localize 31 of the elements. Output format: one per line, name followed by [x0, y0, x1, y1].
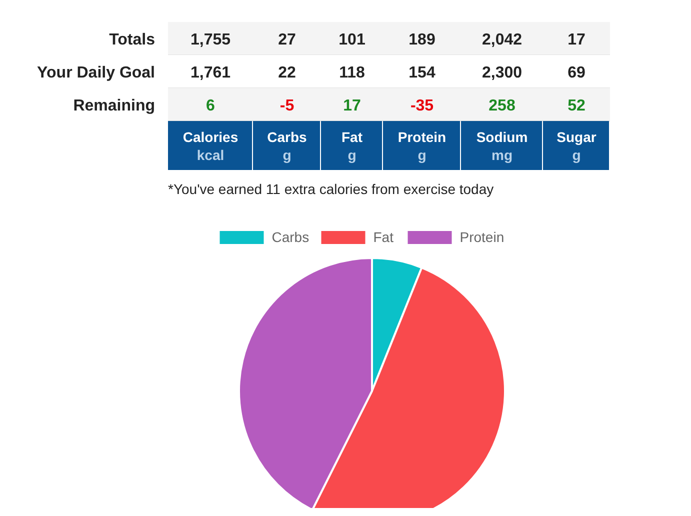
x-tick-label: Sugar g: [556, 129, 597, 163]
data-label: 118: [339, 64, 366, 82]
y-tick-label: Your Daily Goal: [37, 64, 155, 82]
data-label: 101: [338, 32, 366, 48]
legend-label: Fat: [373, 229, 394, 245]
data-label: 52: [568, 98, 586, 114]
data-label: 2,300: [482, 64, 522, 82]
data-label: 6: [206, 98, 216, 114]
data-label: -35: [410, 98, 434, 114]
data-label: 69: [568, 64, 586, 82]
data-label: 1,755: [190, 32, 231, 48]
data-label: 1,761: [190, 64, 231, 82]
text: *You've earned 11 extra calories from exercise today: [168, 181, 494, 197]
data-label: 17: [568, 32, 586, 48]
y-tick-label: Totals: [109, 32, 156, 48]
legend-label: Protein: [460, 229, 504, 245]
data-label: 189: [408, 32, 436, 48]
data-label: 22: [278, 64, 296, 82]
x-tick-label: Carbs g: [267, 129, 308, 163]
data-label: -5: [280, 98, 294, 114]
x-tick-label: Fat g: [342, 129, 363, 163]
data-label: 2,042: [482, 32, 522, 48]
data-label: 27: [278, 32, 296, 48]
data-label: 154: [408, 64, 436, 82]
x-tick-label: Protein g: [398, 129, 446, 163]
data-label: 17: [343, 98, 361, 114]
x-tick-label: Sodium mg: [476, 129, 528, 163]
x-tick-label: Calories kcal: [182, 129, 238, 163]
data-label: 258: [488, 98, 516, 114]
y-tick-label: Remaining: [73, 98, 155, 114]
legend-label: Carbs: [272, 229, 310, 245]
